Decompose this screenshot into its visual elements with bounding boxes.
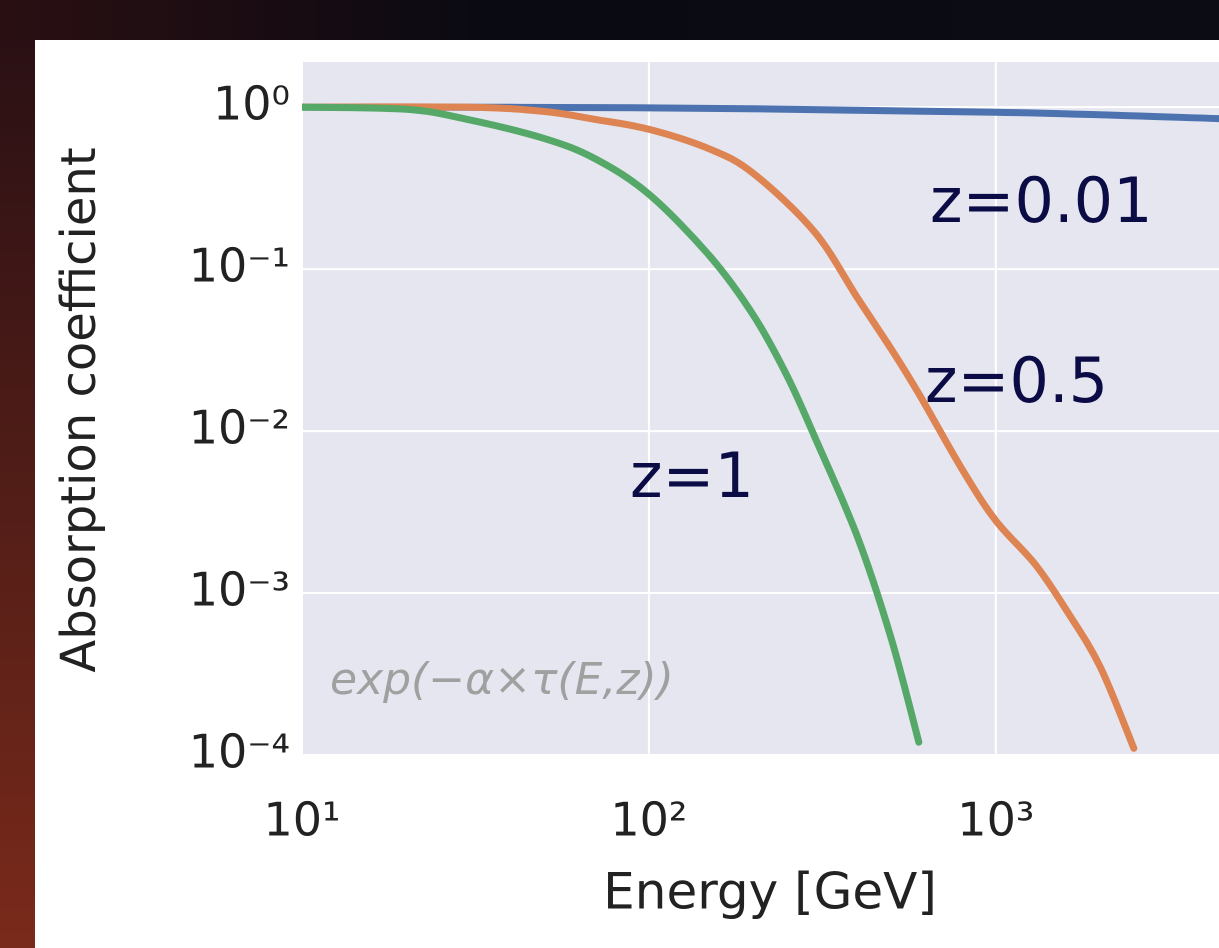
x-axis-label: Energy [GeV] [603,863,937,921]
x-tick-label: 10³ [957,793,1034,847]
series-label: z=1 [630,439,754,512]
background-strip [0,40,35,948]
x-tick-label: 10¹ [264,793,341,847]
y-tick-label: 10⁰ [213,77,290,131]
y-tick-label: 10⁻² [189,401,290,455]
annotation: exp(−α×τ(E,z)) [330,654,674,705]
x-tick-label: 10² [610,793,687,847]
series-label: z=0.5 [925,344,1108,417]
series-line [302,103,923,746]
y-tick-label: 10⁻⁴ [189,725,290,779]
y-axis-label: Absorption coefficient [51,147,107,672]
y-tick-label: 10⁻¹ [189,239,290,293]
series-label: z=0.01 [930,164,1153,237]
y-tick-label: 10⁻³ [189,563,290,617]
series-line [302,103,1138,752]
background-strip [0,0,1219,40]
